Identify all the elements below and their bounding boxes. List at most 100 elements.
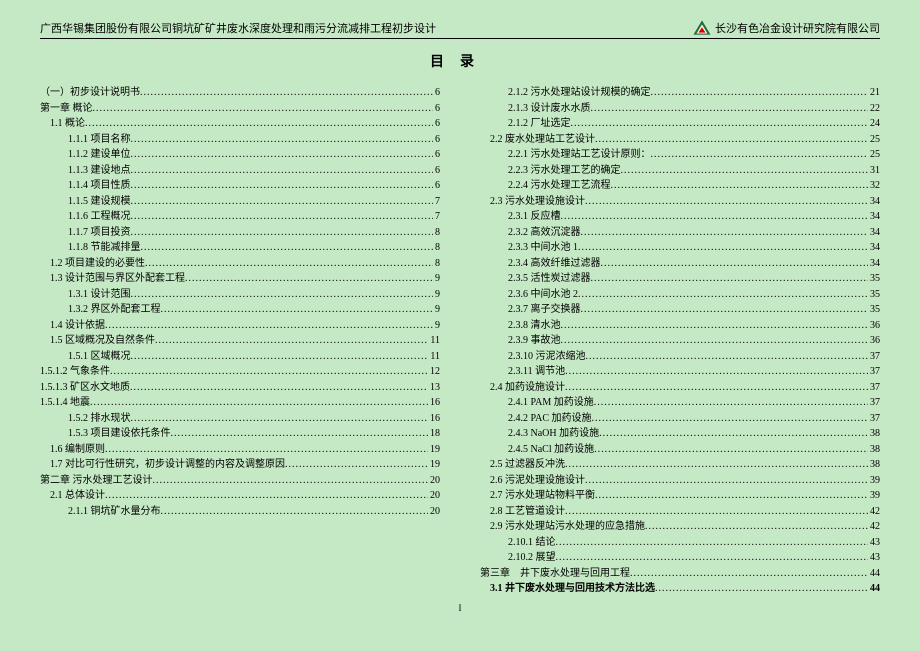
header-right: 长沙有色冶金设计研究院有限公司 xyxy=(693,20,880,36)
toc-dot-leader xyxy=(561,209,869,225)
toc-entry-label: 1.1.6 工程概况 xyxy=(68,209,131,225)
toc-entry-page: 7 xyxy=(433,209,440,225)
toc-entry-label: 2.10.1 结论 xyxy=(508,535,556,551)
toc-entry-label: 2.10.2 展望 xyxy=(508,550,556,566)
toc-dot-leader xyxy=(145,256,433,272)
toc-entry: 1.1.4 项目性质6 xyxy=(40,178,440,194)
toc-dot-leader xyxy=(585,194,868,210)
toc-entry-page: 38 xyxy=(868,442,880,458)
toc-entry: 1.1.5 建设规模7 xyxy=(40,194,440,210)
toc-entry: 2.7 污水处理站物料平衡39 xyxy=(480,488,880,504)
toc-entry: 2.1 总体设计20 xyxy=(40,488,440,504)
toc-entry-label: 2.3.2 高效沉淀器 xyxy=(508,225,581,241)
toc-entry-page: 6 xyxy=(433,101,440,117)
toc-dot-leader xyxy=(565,504,868,520)
toc-entry-label: 2.3.4 高效纤维过滤器 xyxy=(508,256,601,272)
toc-entry-label: 1.5.1.4 地震 xyxy=(40,395,90,411)
toc-dot-leader xyxy=(285,457,428,473)
toc-entry: （一）初步设计说明书6 xyxy=(40,85,440,101)
toc-entry-label: 2.4.1 PAM 加药设施 xyxy=(508,395,594,411)
toc-entry: 2.4.3 NaOH 加药设施38 xyxy=(480,426,880,442)
toc-entry: 1.5.1.2 气象条件12 xyxy=(40,364,440,380)
toc-dot-leader xyxy=(130,380,428,396)
toc-dot-leader xyxy=(565,457,868,473)
toc-entry: 1.1.6 工程概况 7 xyxy=(40,209,440,225)
toc-entry: 2.3.3 中间水池 134 xyxy=(480,240,880,256)
toc-entry-page: 37 xyxy=(868,411,880,427)
toc-entry: 第三章 井下废水处理与回用工程44 xyxy=(480,566,880,582)
toc-entry-page: 9 xyxy=(433,318,440,334)
toc-entry-page: 21 xyxy=(868,85,880,101)
toc-entry: 第二章 污水处理工艺设计20 xyxy=(40,473,440,489)
toc-entry: 1.4 设计依据 9 xyxy=(40,318,440,334)
toc-entry-label: 2.1.3 设计废水水质 xyxy=(508,101,591,117)
toc-dot-leader xyxy=(578,287,868,303)
toc-entry-label: 2.3 污水处理设施设计 xyxy=(490,194,585,210)
toc-entry-page: 6 xyxy=(433,163,440,179)
toc-entry-page: 43 xyxy=(868,550,880,566)
toc-entry-label: （一）初步设计说明书 xyxy=(40,85,140,101)
toc-entry-page: 11 xyxy=(428,349,440,365)
toc-dot-leader xyxy=(565,364,868,380)
toc-dot-leader xyxy=(571,116,869,132)
toc-entry-label: 2.4.3 NaOH 加药设施 xyxy=(508,426,599,442)
toc-entry: 2.2.4 污水处理工艺流程32 xyxy=(480,178,880,194)
toc-entry-page: 39 xyxy=(868,488,880,504)
toc-entry: 1.3.2 界区外配套工程9 xyxy=(40,302,440,318)
toc-entry: 2.1.2 污水处理站设计规模的确定21 xyxy=(480,85,880,101)
toc-entry-page: 16 xyxy=(428,395,440,411)
toc-entry-page: 37 xyxy=(868,349,880,365)
toc-entry-page: 12 xyxy=(428,364,440,380)
toc-entry-page: 11 xyxy=(428,333,440,349)
toc-dot-leader xyxy=(592,411,868,427)
toc-entry-label: 1.6 编制原则 xyxy=(50,442,105,458)
header-left-text: 广西华锡集团股份有限公司铜坑矿矿井废水深度处理和雨污分流减排工程初步设计 xyxy=(40,20,436,36)
toc-entry-page: 37 xyxy=(868,395,880,411)
toc-entry-label: 1.3.2 界区外配套工程 xyxy=(68,302,161,318)
toc-entry-page: 32 xyxy=(868,178,880,194)
toc-entry: 2.3.5 活性炭过滤器35 xyxy=(480,271,880,287)
toc-entry: 1.7 对比可行性研究，初步设计调整的内容及调整原因19 xyxy=(40,457,440,473)
toc-entry-label: 2.3.8 清水池 xyxy=(508,318,561,334)
toc-entry-label: 2.4 加药设施设计 xyxy=(490,380,565,396)
toc-entry-page: 34 xyxy=(868,256,880,272)
toc-entry: 2.3.8 清水池36 xyxy=(480,318,880,334)
toc-entry: 3.1 井下废水处理与回用技术方法比选44 xyxy=(480,581,880,597)
toc-entry: 1.5.1.3 矿区水文地质13 xyxy=(40,380,440,396)
toc-entry-label: 1.4 设计依据 xyxy=(50,318,105,334)
toc-entry: 1.5.1 区域概况11 xyxy=(40,349,440,365)
toc-entry-page: 39 xyxy=(868,473,880,489)
toc-entry-page: 43 xyxy=(868,535,880,551)
toc-dot-leader xyxy=(85,116,433,132)
toc-entry-page: 20 xyxy=(428,504,440,520)
toc-entry: 2.4.1 PAM 加药设施 37 xyxy=(480,395,880,411)
toc-entry-label: 2.9 污水处理站污水处理的应急措施 xyxy=(490,519,645,535)
toc-dot-leader xyxy=(93,101,434,117)
toc-entry-label: 2.3.11 调节池 xyxy=(508,364,565,380)
toc-entry-label: 2.2 废水处理站工艺设计 xyxy=(490,132,595,148)
toc-entry-page: 9 xyxy=(433,287,440,303)
toc-entry-label: 1.1.7 项目投资 xyxy=(68,225,131,241)
toc-dot-leader xyxy=(131,287,434,303)
toc-entry-label: 1.3 设计范围与界区外配套工程 xyxy=(50,271,185,287)
toc-entry-page: 34 xyxy=(868,225,880,241)
toc-entry: 1.1.8 节能减排量8 xyxy=(40,240,440,256)
toc-columns: （一）初步设计说明书6第一章 概论61.1 概论61.1.1 项目名称61.1.… xyxy=(40,85,880,597)
toc-entry-label: 2.3.7 离子交换器 xyxy=(508,302,581,318)
toc-entry-page: 6 xyxy=(433,147,440,163)
toc-entry-page: 7 xyxy=(433,194,440,210)
toc-entry: 2.4 加药设施设计37 xyxy=(480,380,880,396)
toc-dot-leader xyxy=(601,256,869,272)
toc-entry-page: 35 xyxy=(868,287,880,303)
toc-dot-leader xyxy=(141,240,434,256)
toc-entry-page: 42 xyxy=(868,519,880,535)
toc-dot-leader xyxy=(105,318,433,334)
toc-column-left: （一）初步设计说明书6第一章 概论61.1 概论61.1.1 项目名称61.1.… xyxy=(40,85,440,597)
toc-entry-page: 38 xyxy=(868,457,880,473)
toc-entry: 1.1.7 项目投资8 xyxy=(40,225,440,241)
toc-entry: 2.3.7 离子交换器35 xyxy=(480,302,880,318)
toc-entry-label: 2.3.3 中间水池 1 xyxy=(508,240,578,256)
toc-dot-leader xyxy=(611,178,869,194)
toc-entry-label: 1.1 概论 xyxy=(50,116,85,132)
toc-entry-label: 1.5 区域概况及自然条件 xyxy=(50,333,155,349)
